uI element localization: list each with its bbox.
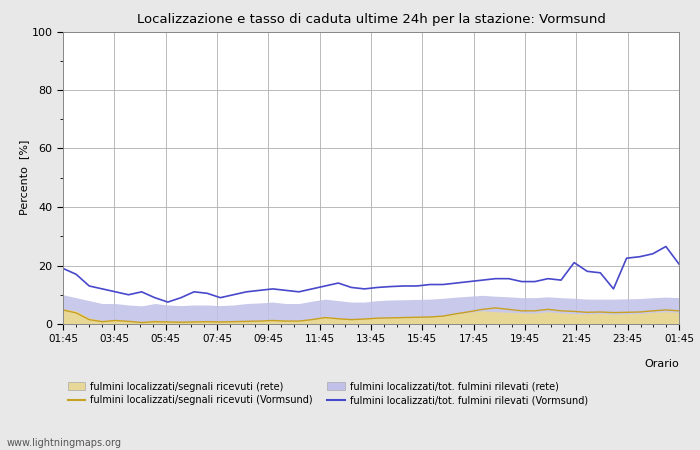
Text: www.lightningmaps.org: www.lightningmaps.org <box>7 438 122 448</box>
Y-axis label: Percento  [%]: Percento [%] <box>19 140 29 216</box>
Legend: fulmini localizzati/segnali ricevuti (rete), fulmini localizzati/segnali ricevut: fulmini localizzati/segnali ricevuti (re… <box>68 382 588 405</box>
Title: Localizzazione e tasso di caduta ultime 24h per la stazione: Vormsund: Localizzazione e tasso di caduta ultime … <box>136 13 606 26</box>
Text: Orario: Orario <box>644 359 679 369</box>
